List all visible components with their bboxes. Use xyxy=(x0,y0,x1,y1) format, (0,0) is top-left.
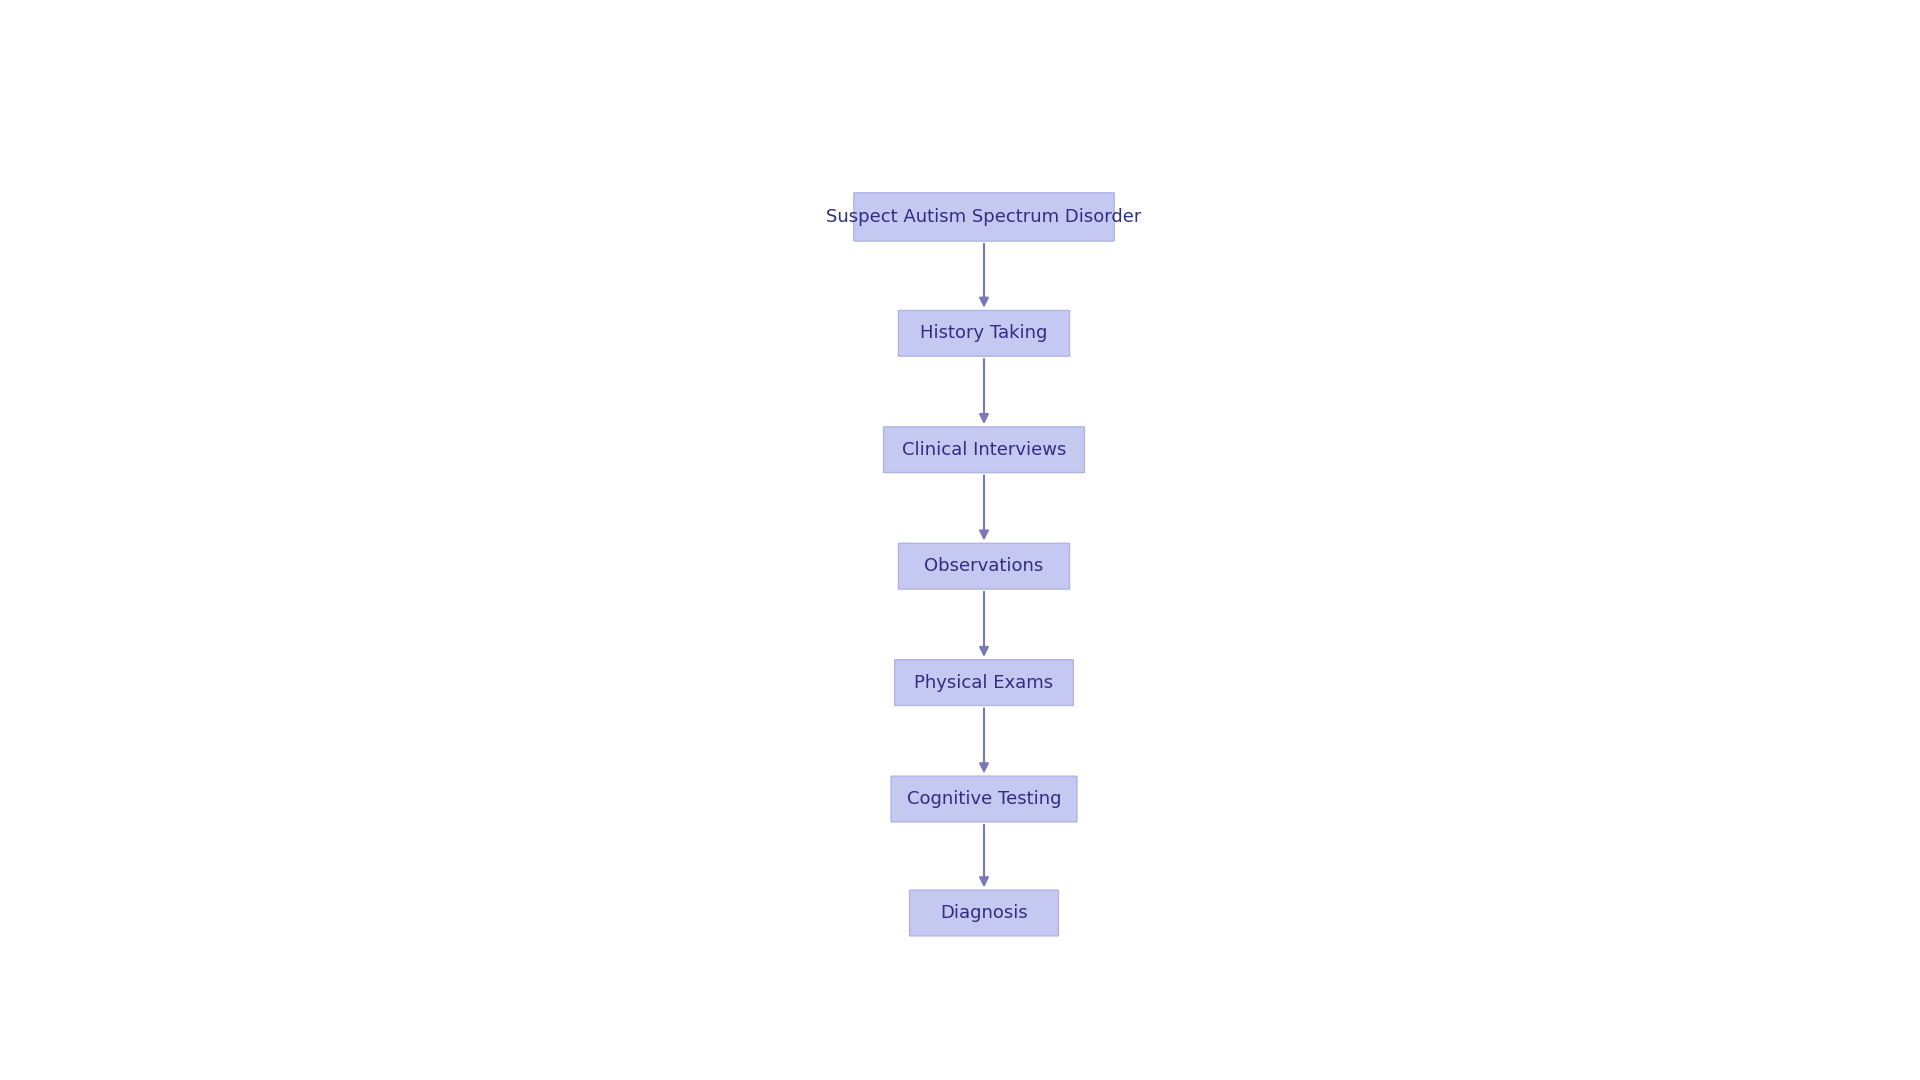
FancyBboxPatch shape xyxy=(883,427,1085,473)
FancyBboxPatch shape xyxy=(854,193,1114,241)
FancyBboxPatch shape xyxy=(895,660,1073,705)
FancyBboxPatch shape xyxy=(899,310,1069,356)
FancyBboxPatch shape xyxy=(899,543,1069,589)
Text: History Taking: History Taking xyxy=(920,324,1048,342)
Text: Diagnosis: Diagnosis xyxy=(941,904,1027,922)
Text: Clinical Interviews: Clinical Interviews xyxy=(902,441,1066,459)
FancyBboxPatch shape xyxy=(910,890,1058,936)
FancyBboxPatch shape xyxy=(891,777,1077,822)
Text: Suspect Autism Spectrum Disorder: Suspect Autism Spectrum Disorder xyxy=(826,208,1142,226)
Text: Observations: Observations xyxy=(924,557,1044,576)
Text: Cognitive Testing: Cognitive Testing xyxy=(906,791,1062,808)
Text: Physical Exams: Physical Exams xyxy=(914,674,1054,691)
